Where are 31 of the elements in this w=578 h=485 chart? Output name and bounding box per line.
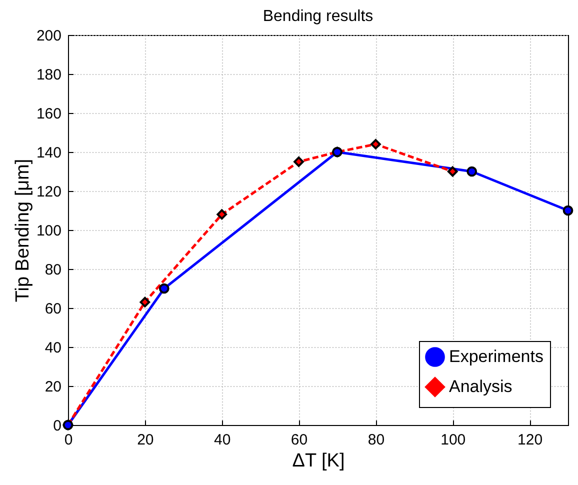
legend-label: Experiments xyxy=(449,347,544,366)
y-tick-label: 120 xyxy=(36,184,62,200)
chart-title: Bending results xyxy=(262,8,374,25)
y-tick-label: 80 xyxy=(44,262,62,278)
x-tick-label: 0 xyxy=(64,432,73,448)
point xyxy=(140,296,150,308)
point xyxy=(562,205,574,216)
point xyxy=(466,166,478,177)
y-axis-title: Tip Bending [μm] xyxy=(12,158,34,302)
y-tick-label: 100 xyxy=(36,222,62,240)
x-tick-label: 20 xyxy=(137,432,154,448)
point xyxy=(370,139,381,150)
y-tick-label: 200 xyxy=(36,28,62,44)
y-tick-label: 0 xyxy=(53,418,62,434)
y-tick-label: 180 xyxy=(36,66,62,84)
x-tick-label: 60 xyxy=(290,432,308,448)
y-tick-label: 60 xyxy=(44,300,62,318)
point xyxy=(294,156,304,167)
x-tick-label: 40 xyxy=(214,432,231,448)
point xyxy=(158,283,170,294)
point xyxy=(447,166,458,177)
legend-label: Analysis xyxy=(449,377,512,396)
y-tick-label: 160 xyxy=(36,106,62,122)
x-axis-title: ΔT [K] xyxy=(292,450,345,472)
x-tick-label: 100 xyxy=(440,432,466,448)
y-tick-label: 140 xyxy=(36,144,62,162)
point xyxy=(216,209,228,220)
y-tick-label: 20 xyxy=(44,378,62,396)
x-tick-label: 80 xyxy=(368,432,385,448)
y-tick-label: 40 xyxy=(44,340,62,356)
x-tick-label: 120 xyxy=(518,432,543,448)
